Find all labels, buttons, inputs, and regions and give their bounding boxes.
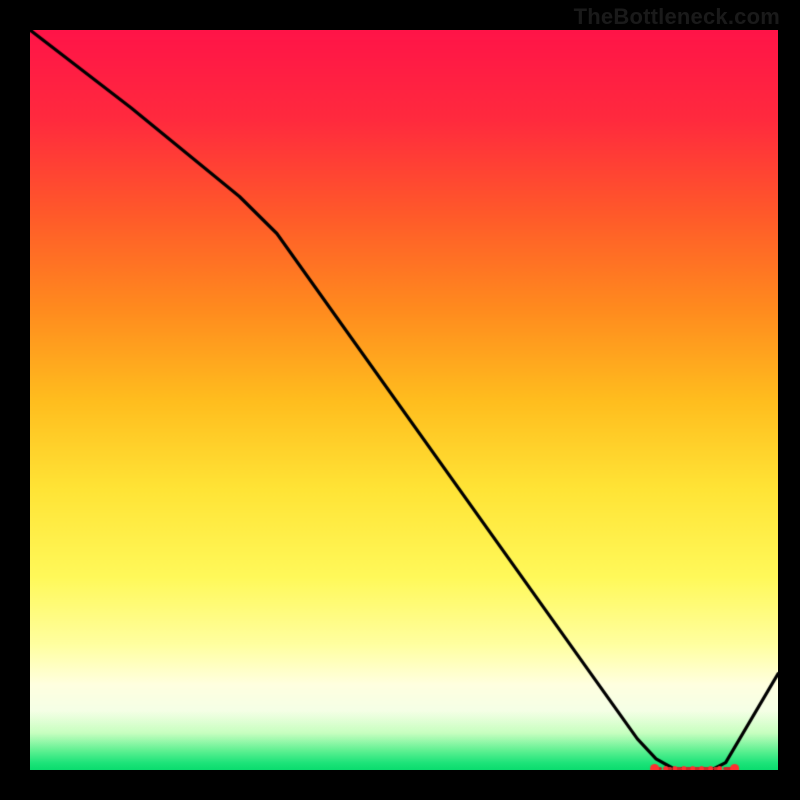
gradient-line-chart <box>30 30 778 770</box>
chart-container: TheBottleneck.com <box>0 0 800 800</box>
watermark-text: TheBottleneck.com <box>574 4 780 30</box>
plot-area <box>30 30 778 770</box>
